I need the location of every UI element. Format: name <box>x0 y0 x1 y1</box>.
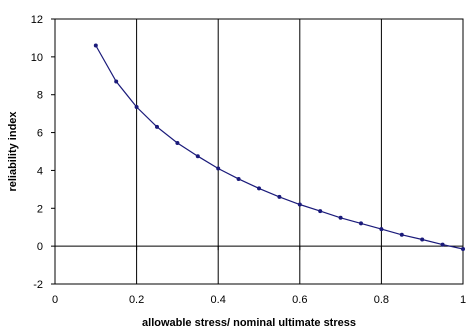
data-point-3 <box>155 124 159 129</box>
data-point-5 <box>195 154 200 159</box>
data-point-6 <box>216 166 221 171</box>
data-point-12 <box>338 215 343 220</box>
y-tick-label-5: 8 <box>37 90 43 102</box>
plot-area: -2 0 2 4 6 8 10 12 0 0.2 0.4 0.6 0.8 1 <box>31 14 466 306</box>
data-point-17 <box>440 242 445 247</box>
data-point-10 <box>297 202 302 207</box>
data-point-15 <box>399 232 404 237</box>
data-point-1 <box>114 79 119 84</box>
data-point-11 <box>318 209 323 214</box>
y-tick-label-1: 0 <box>37 241 43 253</box>
x-tick-label-5: 1 <box>460 294 466 306</box>
data-point-9 <box>277 194 282 199</box>
y-axis-title: reliability index <box>7 111 19 192</box>
series-line-0 <box>95 45 464 250</box>
x-axis-title: allowable stress/ nominal ultimate stres… <box>142 317 356 329</box>
y-tick-label-3: 4 <box>37 165 43 177</box>
data-point-14 <box>379 227 384 232</box>
y-tick-label-4: 6 <box>37 128 43 140</box>
data-point-13 <box>359 221 363 226</box>
data-point-7 <box>236 176 241 181</box>
x-tick-label-0: 0 <box>52 294 58 306</box>
y-tick-label-7: 12 <box>31 14 43 26</box>
x-tick-label-4: 0.8 <box>374 294 389 306</box>
data-point-8 <box>257 186 261 191</box>
y-tick-label-2: 2 <box>37 203 43 215</box>
x-tick-label-3: 0.6 <box>292 294 307 306</box>
plot-frame <box>54 18 464 285</box>
x-tick-label-1: 0.2 <box>129 294 144 306</box>
data-point-4 <box>175 140 180 145</box>
data-point-18 <box>461 246 465 251</box>
x-tick-label-2: 0.4 <box>211 294 226 306</box>
data-point-16 <box>420 237 425 242</box>
data-point-0 <box>93 43 98 48</box>
y-tick-label-0: -2 <box>33 279 43 291</box>
data-point-2 <box>134 105 139 110</box>
y-tick-label-6: 10 <box>31 52 43 64</box>
